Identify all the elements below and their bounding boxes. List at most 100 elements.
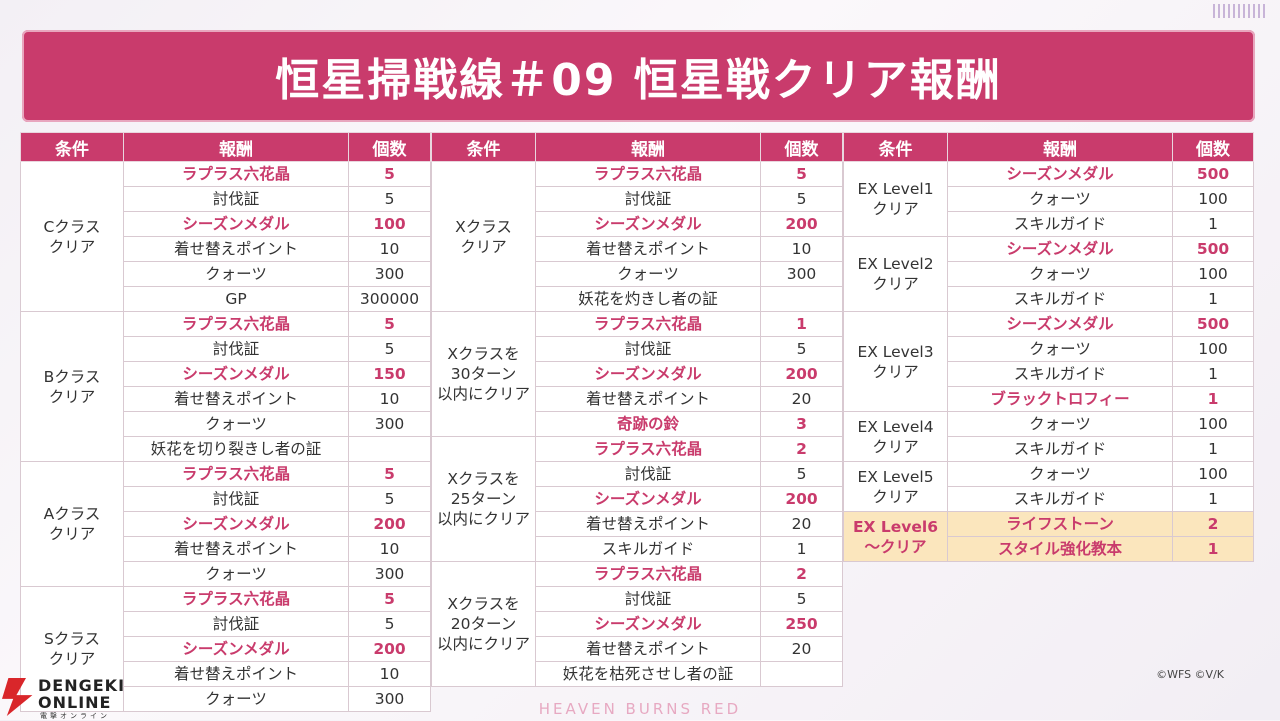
table-row: Xクラスを 30ターン 以内にクリア ラプラス六花晶 1 <box>431 311 843 437</box>
table-row: スタイル強化教本 1 <box>844 536 1254 562</box>
header-reward: 報酬 <box>123 132 349 162</box>
reward-cell: シーズンメダル <box>947 311 1173 337</box>
count-cell: 5 <box>348 311 431 337</box>
reward-cell: 着せ替えポイント <box>535 236 761 262</box>
table-row: 着せ替えポイント 10 <box>21 661 431 687</box>
count-cell: 1 <box>1172 286 1254 312</box>
condition-cell: Bクラス クリア <box>20 311 124 462</box>
reward-cell: シーズンメダル <box>123 636 349 662</box>
table-row: EX Level1 クリア シーズンメダル 500 <box>843 161 1254 237</box>
header-condition: 条件 <box>20 132 124 162</box>
reward-cell: スキルガイド <box>947 436 1173 462</box>
reward-cell: 妖花を枯死させし者の証 <box>535 661 761 687</box>
reward-cell: ブラックトロフィー <box>947 386 1173 412</box>
reward-cell: ラプラス六花晶 <box>123 586 349 612</box>
count-cell <box>760 661 843 687</box>
count-cell <box>348 436 431 462</box>
reward-cell: 妖花を灼きし者の証 <box>535 286 761 312</box>
count-cell: 300 <box>348 411 431 437</box>
table-row: Xクラスを 25ターン 以内にクリア ラプラス六花晶 2 <box>431 436 843 562</box>
table-row: Aクラス クリア ラプラス六花晶 5 <box>20 461 431 587</box>
reward-cell: クォーツ <box>123 561 349 587</box>
table-row: スキルガイド 1 <box>432 536 843 562</box>
condition-cell: EX Level2 クリア <box>843 236 948 312</box>
count-cell: 5 <box>760 161 843 187</box>
reward-table-1: 条件 報酬 個数 Cクラス クリア ラプラス六花晶 5 討伐証 5 シーズンメダル 100 着… <box>20 132 431 712</box>
reward-cell: 討伐証 <box>535 586 761 612</box>
reward-cell: ラプラス六花晶 <box>123 311 349 337</box>
page-title: 恒星掃戦線＃09 恒星戦クリア報酬 <box>275 55 1002 106</box>
condition-cell: Xクラスを 25ターン 以内にクリア <box>431 436 536 562</box>
table-row: EX Level4 クリア クォーツ 100 <box>843 411 1254 462</box>
reward-cell: 着せ替えポイント <box>535 636 761 662</box>
header-condition: 条件 <box>431 132 536 162</box>
header-count: 個数 <box>348 132 431 162</box>
reward-cell: 討伐証 <box>123 611 349 637</box>
reward-cell: スキルガイド <box>947 486 1173 512</box>
table-row: スキルガイド 1 <box>844 436 1254 462</box>
count-cell: 1 <box>1172 361 1254 387</box>
table-row: 討伐証 5 <box>21 186 431 212</box>
count-cell: 500 <box>1172 161 1254 187</box>
count-cell: 100 <box>1172 186 1254 212</box>
count-cell: 10 <box>348 386 431 412</box>
count-cell: 20 <box>760 386 843 412</box>
table-row: 討伐証 5 <box>21 486 431 512</box>
count-cell: 300 <box>348 261 431 287</box>
reward-cell: 討伐証 <box>123 186 349 212</box>
condition-cell: EX Level3 クリア <box>843 311 948 412</box>
table-row: EX Level2 クリア シーズンメダル 500 <box>843 236 1254 312</box>
count-cell: 300 <box>348 561 431 587</box>
reward-cell: クォーツ <box>123 686 349 712</box>
reward-cell: ラプラス六花晶 <box>535 436 761 462</box>
table-row: 妖花を切り裂きし者の証 <box>21 436 431 462</box>
reward-cell: 討伐証 <box>123 486 349 512</box>
footer-brand: HEAVEN BURNS RED <box>538 700 742 718</box>
reward-cell: スキルガイド <box>947 211 1173 237</box>
reward-cell: シーズンメダル <box>535 211 761 237</box>
count-cell: 200 <box>760 211 843 237</box>
count-cell: 100 <box>348 211 431 237</box>
count-cell: 1 <box>1172 211 1254 237</box>
condition-cell: Aクラス クリア <box>20 461 124 587</box>
logo-line-3: 電撃オンライン <box>40 712 110 720</box>
reward-cell: クォーツ <box>947 461 1173 487</box>
count-cell: 2 <box>760 436 843 462</box>
reward-cell: 討伐証 <box>123 336 349 362</box>
header-count: 個数 <box>760 132 843 162</box>
count-cell: 10 <box>348 236 431 262</box>
reward-cell: シーズンメダル <box>123 511 349 537</box>
count-cell: 20 <box>760 636 843 662</box>
reward-cell: ライフストーン <box>947 511 1173 537</box>
copyright-text: ©WFS ©V/K <box>1156 668 1224 681</box>
count-cell: 2 <box>1172 511 1254 537</box>
reward-cell: クォーツ <box>947 261 1173 287</box>
count-cell: 1 <box>1172 536 1254 562</box>
reward-cell: スキルガイド <box>535 536 761 562</box>
reward-cell: ラプラス六花晶 <box>535 561 761 587</box>
condition-cell: Cクラス クリア <box>20 161 124 312</box>
title-banner: 恒星掃戦線＃09 恒星戦クリア報酬 <box>22 30 1255 122</box>
reward-cell: シーズンメダル <box>535 611 761 637</box>
header-condition: 条件 <box>843 132 948 162</box>
table-row: Xクラス クリア ラプラス六花晶 5 <box>431 161 843 312</box>
table-row: 討伐証 5 <box>432 586 843 612</box>
reward-cell: 着せ替えポイント <box>123 661 349 687</box>
count-cell: 250 <box>760 611 843 637</box>
table-row: 討伐証 5 <box>432 461 843 487</box>
dengeki-online-logo: DENGEKI ONLINE 電撃オンライン <box>2 676 124 720</box>
logo-line-1: DENGEKI <box>38 676 126 695</box>
table-row: ブラックトロフィー 1 <box>844 386 1254 412</box>
reward-table-2: 条件 報酬 個数 Xクラス クリア ラプラス六花晶 5 討伐証 5 シーズンメダル 200 着… <box>431 132 843 687</box>
reward-cell: ラプラス六花晶 <box>535 311 761 337</box>
condition-cell: EX Level6 ～クリア <box>843 511 948 562</box>
count-cell: 500 <box>1172 311 1254 337</box>
condition-cell: EX Level1 クリア <box>843 161 948 237</box>
count-cell: 20 <box>760 511 843 537</box>
reward-cell: GP <box>123 286 349 312</box>
table-row: EX Level5 クリア クォーツ 100 <box>843 461 1254 512</box>
count-cell: 5 <box>348 461 431 487</box>
decorative-stripes <box>1213 4 1268 18</box>
reward-cell: シーズンメダル <box>123 361 349 387</box>
reward-cell: シーズンメダル <box>123 211 349 237</box>
